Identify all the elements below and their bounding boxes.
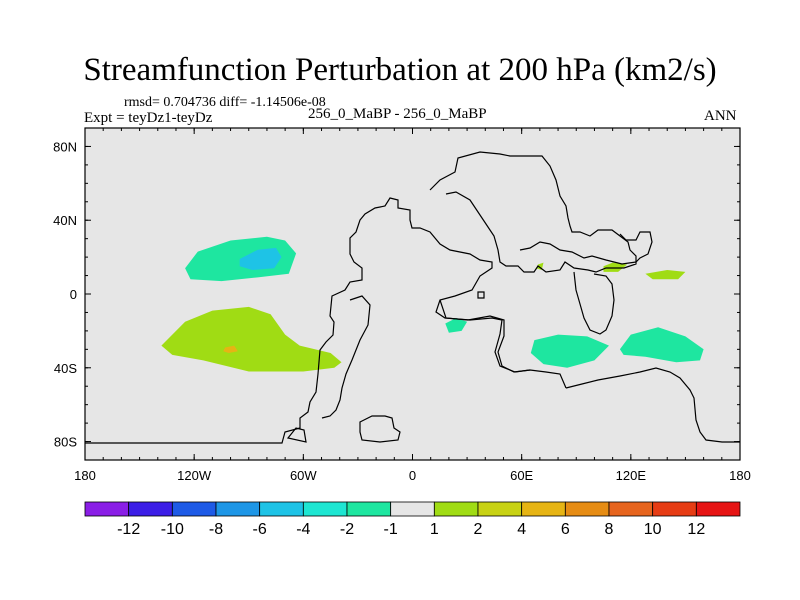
colorbar-label: 4 — [517, 521, 526, 538]
colorbar-label: -2 — [340, 521, 354, 538]
x-tick-label: 120E — [616, 468, 647, 483]
colorbar-swatch — [215, 501, 261, 517]
colorbar-swatch — [521, 501, 566, 517]
anomaly-west-pacific-high — [645, 270, 686, 280]
australia-coastline — [565, 367, 740, 443]
colorbar-label: -4 — [296, 521, 310, 538]
x-tick-label: 180 — [729, 468, 751, 483]
colorbar-label: 8 — [605, 521, 614, 538]
colorbar-swatch — [171, 501, 217, 517]
colorbar-label: -1 — [384, 521, 398, 538]
anomaly-south-atlantic-low — [445, 318, 468, 333]
colorbar-label: 6 — [561, 521, 570, 538]
stats-text: rmsd= 0.704736 diff= -1.14506e-08 — [124, 95, 326, 110]
antarctica-block — [359, 415, 401, 443]
season-label: ANN — [704, 108, 737, 124]
case-label: 256_0_MaBP - 256_0_MaBP — [308, 106, 487, 122]
colorbar-swatch — [84, 501, 130, 517]
colorbar-swatch — [477, 501, 523, 517]
colorbar-swatch — [259, 501, 304, 517]
colorbar-swatch — [128, 501, 173, 517]
x-tick-label: 60W — [290, 468, 317, 483]
colorbar-swatch — [608, 501, 654, 517]
colorbar-label: 10 — [644, 521, 662, 538]
colorbar-label: 12 — [687, 521, 705, 538]
americas-coastline — [85, 197, 567, 444]
colorbar-label: -8 — [209, 521, 223, 538]
greenland-coastline — [429, 151, 637, 273]
small-island — [477, 291, 485, 299]
anomaly-south-indian-low — [530, 334, 609, 368]
x-tick-label: 180 — [74, 468, 96, 483]
colorbar-label: -12 — [117, 521, 140, 538]
experiment-label: Expt = teyDz1-teyDz — [84, 110, 213, 126]
y-tick-label: 0 — [70, 287, 77, 302]
colorbar-swatch — [564, 501, 610, 517]
anomaly-australia-low — [619, 327, 704, 363]
colorbar-swatch — [302, 501, 348, 517]
colorbar-swatch — [346, 501, 392, 517]
colorbar-swatch — [652, 501, 697, 517]
y-tick-label: 80N — [53, 139, 77, 154]
plot-area — [85, 128, 740, 460]
x-tick-label: 0 — [409, 468, 416, 483]
y-tick-label: 40N — [53, 213, 77, 228]
africa-coastline — [439, 299, 531, 373]
southern-island — [286, 427, 307, 443]
india-coastline — [573, 271, 615, 335]
colorbar-swatch — [695, 501, 741, 517]
x-tick-label: 120W — [177, 468, 212, 483]
colorbar-label: -6 — [253, 521, 267, 538]
south-america-coastline — [321, 295, 371, 419]
colorbar-swatch — [390, 501, 435, 517]
anomaly-south-pacific-high-core — [223, 345, 238, 353]
y-tick-label: 80S — [54, 435, 77, 450]
asia-coastline — [519, 231, 653, 265]
colorbar-label: -10 — [161, 521, 184, 538]
chart-title: Streamfunction Perturbation at 200 hPa (… — [83, 52, 717, 88]
x-tick-label: 60E — [510, 468, 533, 483]
colorbar-label: 1 — [430, 521, 439, 538]
anomaly-asia-high-small — [603, 262, 628, 272]
anomaly-north-pacific-low-core — [239, 247, 282, 270]
colorbar-swatch — [433, 501, 479, 517]
y-tick-label: 40S — [54, 361, 77, 376]
coastline-outline — [85, 151, 740, 444]
anomaly-south-pacific-high — [161, 306, 342, 372]
colorbar-label: 2 — [474, 521, 483, 538]
colorbar: -12 -10 -8 -6 -4 -2 -1 1 2 4 6 8 10 12 — [84, 501, 741, 538]
